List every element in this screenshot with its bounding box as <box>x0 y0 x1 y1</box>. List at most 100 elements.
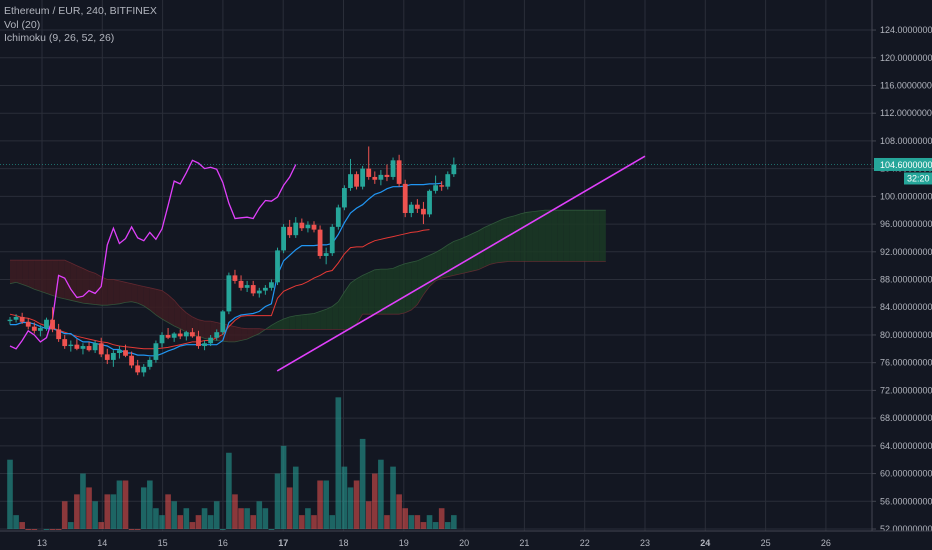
volume-bar <box>268 529 275 530</box>
ichimoku-indicator-label[interactable]: Ichimoku (9, 26, 52, 26) <box>4 32 115 44</box>
price-tick-label: 56.00000000 <box>880 496 932 506</box>
cloud-segment <box>344 282 351 330</box>
candle <box>287 219 293 238</box>
cloud-segment <box>64 260 71 301</box>
volume-bar <box>61 501 68 529</box>
candle <box>354 171 359 190</box>
symbol-title[interactable]: Ethereum / EUR, 240, BITFINEX <box>4 5 157 17</box>
candle-body <box>220 311 226 333</box>
candle-body <box>171 333 177 338</box>
candle <box>50 307 55 333</box>
volume-bar <box>19 522 25 529</box>
price-tick-label: 52.00000000 <box>880 524 932 534</box>
volume-bar <box>213 501 220 529</box>
trendline <box>276 155 646 372</box>
volume-bar <box>317 480 323 529</box>
candle <box>190 328 195 338</box>
candle-body <box>348 174 353 189</box>
price-tick-label: 92.00000000 <box>880 247 932 257</box>
cloud-segment <box>502 217 509 263</box>
candle-body <box>165 334 171 338</box>
candle-body <box>445 174 451 187</box>
volume-bar <box>104 494 111 529</box>
volume-bar <box>49 529 56 530</box>
candle <box>123 344 128 358</box>
cloud-segment <box>490 222 497 265</box>
candle-body <box>135 365 141 373</box>
cloud-segment <box>332 301 339 330</box>
candle-body <box>378 174 384 180</box>
candle-body <box>214 332 220 338</box>
candle <box>110 350 116 367</box>
volume-bar <box>201 508 208 529</box>
volume-bar <box>305 508 311 529</box>
volume-indicator-label[interactable]: Vol (20) <box>4 18 41 31</box>
cloud-segment <box>131 283 138 304</box>
price-tick-label: 96.00000000 <box>880 219 932 229</box>
candle-body <box>190 332 195 337</box>
volume-bar <box>274 473 281 529</box>
cloud-segment <box>241 328 248 341</box>
volume-bar <box>341 466 348 529</box>
last-price-box <box>874 157 932 171</box>
cloud-segment <box>76 265 83 304</box>
time-tick-label: 19 <box>399 538 409 548</box>
candle <box>86 341 92 352</box>
volume-bar <box>207 515 214 529</box>
volume-bar <box>86 487 92 529</box>
candle-body <box>323 253 329 256</box>
volume-bar <box>438 508 445 529</box>
candle <box>98 337 104 358</box>
price-tick-label: 100.00000000 <box>880 191 932 201</box>
volume-bar <box>80 473 86 529</box>
candle <box>25 318 31 330</box>
candle <box>299 218 305 232</box>
candle-body <box>50 319 55 330</box>
cloud-segment <box>429 252 436 287</box>
cloud-segment <box>526 211 533 262</box>
candle <box>13 314 19 323</box>
candle <box>56 323 62 342</box>
time-tick-label: 13 <box>37 538 47 548</box>
volume-bar <box>134 529 141 530</box>
volume-bar <box>396 494 402 529</box>
candle-body <box>177 333 183 337</box>
candle-body <box>44 319 49 329</box>
candle-body <box>56 329 62 340</box>
cloud-segment <box>478 227 485 270</box>
cloud-segment <box>40 260 47 294</box>
candle <box>183 330 189 341</box>
volume-bar <box>286 487 293 529</box>
candle <box>232 269 238 284</box>
candle-body <box>232 275 238 281</box>
cloud-segment <box>356 275 363 324</box>
cloud-segment <box>484 224 491 268</box>
trendline-drawing[interactable] <box>276 155 646 372</box>
cloud-segment <box>405 262 412 313</box>
candle-body <box>123 350 128 356</box>
price-axis-background <box>872 0 932 550</box>
volume-bar <box>347 487 354 529</box>
price-tick-label: 84.00000000 <box>880 302 932 312</box>
price-tick-label: 108.00000000 <box>880 136 932 146</box>
time-axis[interactable]: 13 14 15 16 17 18 19 20 21 22 23 24 25 26 <box>0 530 932 550</box>
conversion-line <box>10 182 442 357</box>
price-tick-label: 112.00000000 <box>880 108 932 118</box>
volume-bar <box>414 515 421 529</box>
candle <box>305 221 311 233</box>
time-tick-label: 14 <box>97 538 107 548</box>
candle-body <box>147 359 153 367</box>
candle-body <box>196 336 201 347</box>
time-tick-label: 23 <box>640 538 650 548</box>
volume-bar <box>420 522 427 529</box>
price-tick-label: 60.00000000 <box>880 469 932 479</box>
cloud-segment <box>350 278 357 330</box>
candle-body <box>80 346 86 349</box>
cloud-segment <box>587 210 594 262</box>
candlesticks[interactable] <box>7 146 457 377</box>
price-axis[interactable]: 124.00000000 120.00000000 116.00000000 112.… <box>871 0 932 550</box>
cloud-segment <box>28 260 35 290</box>
volume-bar <box>43 529 50 530</box>
